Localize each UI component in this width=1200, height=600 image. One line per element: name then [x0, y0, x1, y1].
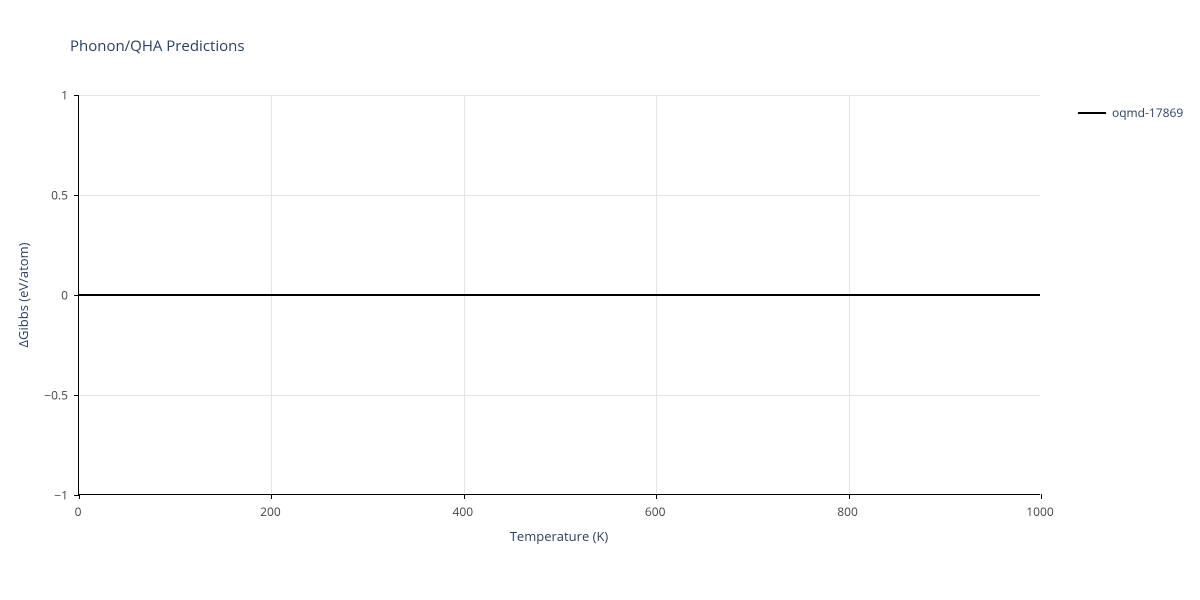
y-tick-label: 0.5 — [51, 187, 68, 204]
x-tick-mark — [271, 494, 272, 499]
chart-container: Phonon/QHA Predictions Temperature (K) Δ… — [0, 0, 1200, 600]
x-tick-mark — [1041, 494, 1042, 499]
x-axis-label: Temperature (K) — [510, 527, 609, 545]
y-tick-label: 0 — [61, 287, 68, 304]
y-tick-mark — [74, 395, 79, 396]
y-tick-label: 1 — [61, 87, 68, 104]
y-tick-label: −0.5 — [44, 387, 68, 404]
x-tick-mark — [849, 494, 850, 499]
x-tick-mark — [656, 494, 657, 499]
gridline-horizontal — [79, 395, 1040, 396]
legend-swatch — [1078, 112, 1106, 114]
legend-item[interactable]: oqmd-17869 — [1078, 104, 1183, 121]
x-tick-label: 0 — [75, 503, 82, 520]
series-line[interactable] — [79, 294, 1040, 296]
plot-area[interactable] — [78, 95, 1040, 495]
y-tick-mark — [74, 195, 79, 196]
x-tick-label: 200 — [260, 503, 281, 520]
chart-title: Phonon/QHA Predictions — [70, 36, 245, 56]
x-tick-label: 1000 — [1026, 503, 1053, 520]
x-tick-label: 400 — [453, 503, 474, 520]
legend-label: oqmd-17869 — [1112, 104, 1183, 121]
y-axis-label: ΔGibbs (eV/atom) — [14, 243, 32, 348]
gridline-horizontal — [79, 95, 1040, 96]
gridline-horizontal — [79, 195, 1040, 196]
y-tick-mark — [74, 95, 79, 96]
x-tick-label: 600 — [645, 503, 666, 520]
y-tick-label: −1 — [54, 487, 68, 504]
x-tick-mark — [464, 494, 465, 499]
x-tick-mark — [79, 494, 80, 499]
x-tick-label: 800 — [837, 503, 858, 520]
legend: oqmd-17869 — [1078, 104, 1183, 121]
